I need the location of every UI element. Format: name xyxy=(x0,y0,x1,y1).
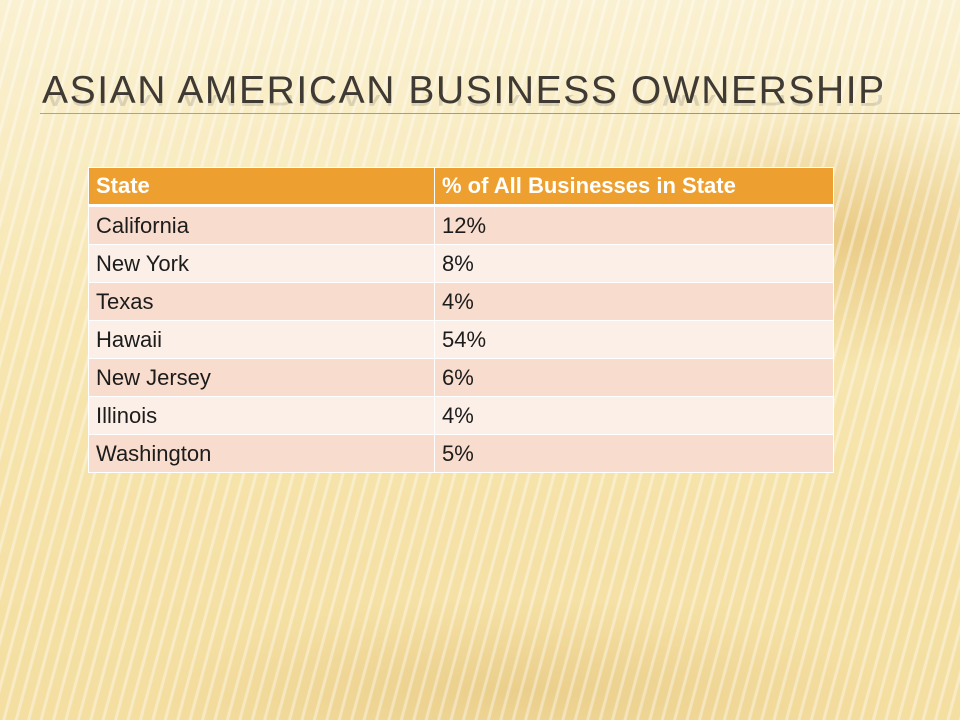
table-row: Texas 4% xyxy=(88,282,834,321)
cell-state: Hawaii xyxy=(88,320,435,359)
title-underline xyxy=(40,113,960,114)
cell-state: Illinois xyxy=(88,396,435,435)
header-state: State xyxy=(88,167,435,207)
cell-percent: 4% xyxy=(434,396,834,435)
cell-percent: 6% xyxy=(434,358,834,397)
table-row: New Jersey 6% xyxy=(88,358,834,397)
slide-title: ASIAN AMERICAN BUSINESS OWNERSHIP xyxy=(42,69,886,112)
header-percent: % of All Businesses in State xyxy=(434,167,834,207)
table-row: Hawaii 54% xyxy=(88,320,834,359)
table-row: Illinois 4% xyxy=(88,396,834,435)
cell-percent: 5% xyxy=(434,434,834,473)
table-row: New York 8% xyxy=(88,244,834,283)
cell-state: New Jersey xyxy=(88,358,435,397)
cell-state: California xyxy=(88,205,435,245)
table-row: California 12% xyxy=(88,205,834,245)
table-header-row: State % of All Businesses in State xyxy=(88,167,834,207)
cell-percent: 54% xyxy=(434,320,834,359)
cell-percent: 4% xyxy=(434,282,834,321)
cell-state: Washington xyxy=(88,434,435,473)
cell-state: Texas xyxy=(88,282,435,321)
cell-state: New York xyxy=(88,244,435,283)
slide-title-reflection: ASIAN AMERICAN BUSINESS OWNERSHIP xyxy=(42,95,886,113)
table-row: Washington 5% xyxy=(88,434,834,473)
business-ownership-table: State % of All Businesses in State Calif… xyxy=(88,167,834,473)
cell-percent: 12% xyxy=(434,205,834,245)
cell-percent: 8% xyxy=(434,244,834,283)
